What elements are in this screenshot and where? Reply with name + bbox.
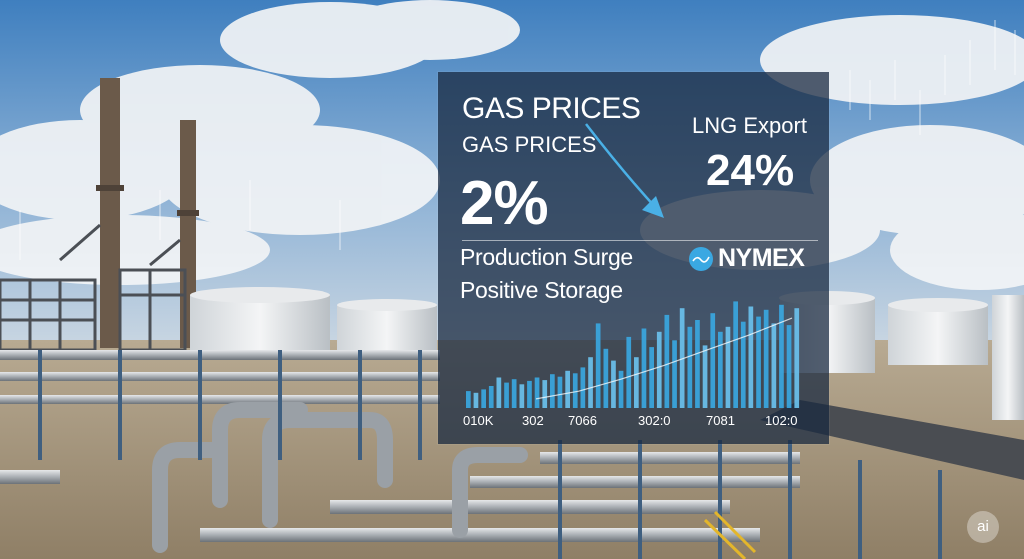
chart-bar <box>511 379 517 408</box>
chart-bar <box>618 370 624 408</box>
chart-bar <box>679 308 685 408</box>
x-tick-label: 7066 <box>568 413 597 428</box>
production-surge-label: Production Surge <box>460 244 633 270</box>
chart-bar <box>756 316 761 408</box>
nymex-logo: NYMEX <box>688 244 805 273</box>
nymex-text: NYMEX <box>718 244 805 272</box>
x-tick-label: 302:0 <box>638 413 671 428</box>
x-tick-label: 102:0 <box>765 413 798 428</box>
gas-price-change: 2% <box>460 169 549 238</box>
down-arrow-icon <box>585 123 657 209</box>
chart-bar <box>748 306 754 408</box>
chart-bar <box>481 389 486 408</box>
chart-bar <box>672 340 677 408</box>
chart-bar <box>595 323 601 408</box>
chart-bar <box>763 309 769 408</box>
chart-bar <box>771 323 777 408</box>
chart-bar <box>725 326 731 408</box>
lng-export-value: 24% <box>706 146 795 195</box>
x-tick-label: 7081 <box>706 413 735 428</box>
ai-watermark-badge: ai <box>967 511 999 543</box>
lng-export-label: LNG Export <box>692 113 807 138</box>
chart-bar <box>786 325 792 408</box>
x-tick-label: 010K <box>463 413 494 428</box>
chart-bar <box>718 331 723 408</box>
chart-bar <box>519 384 525 408</box>
chart-bar <box>603 348 609 408</box>
chart-bar <box>710 313 716 408</box>
trend-line <box>535 317 793 400</box>
chart-bar <box>687 326 693 408</box>
chart-bar <box>527 380 532 408</box>
chart-bar <box>572 373 578 408</box>
positive-storage-label: Positive Storage <box>460 277 623 303</box>
subheadline-gas-prices: GAS PRICES <box>462 132 597 157</box>
price-chart <box>466 123 800 408</box>
chart-bar <box>542 380 548 408</box>
chart-bar <box>488 386 494 408</box>
chart-bar <box>641 328 647 408</box>
chart-bar <box>733 301 738 408</box>
chart-bar <box>496 377 502 408</box>
chart-bar <box>626 336 632 408</box>
chart-bar <box>794 308 800 408</box>
headline-gas-prices: GAS PRICES <box>462 92 641 125</box>
arrow-head-icon <box>642 196 664 218</box>
chart-bar <box>504 382 509 408</box>
chart-bar <box>550 374 555 408</box>
chart-bar <box>656 331 662 408</box>
chart-bar <box>466 391 471 408</box>
chart-bar <box>695 320 700 408</box>
chart-bar <box>634 357 639 408</box>
chart-bar <box>588 357 593 408</box>
chart-bar <box>649 347 654 408</box>
panel-divider <box>462 240 818 241</box>
chart-bar <box>534 377 540 408</box>
chart-bar <box>557 376 563 408</box>
chart-bar <box>473 392 479 408</box>
chart-bar <box>611 360 616 408</box>
chart-bar <box>580 367 586 408</box>
chart-bar <box>664 314 670 408</box>
x-tick-label: 302 <box>522 413 544 428</box>
chart-bar <box>565 370 570 408</box>
chart-bar <box>740 321 746 408</box>
info-panel: GAS PRICES GAS PRICES 2% LNG Export 24% … <box>438 72 829 444</box>
nymex-globe-icon <box>689 246 713 271</box>
chart-bar <box>702 345 708 408</box>
chart-bar <box>779 304 784 408</box>
